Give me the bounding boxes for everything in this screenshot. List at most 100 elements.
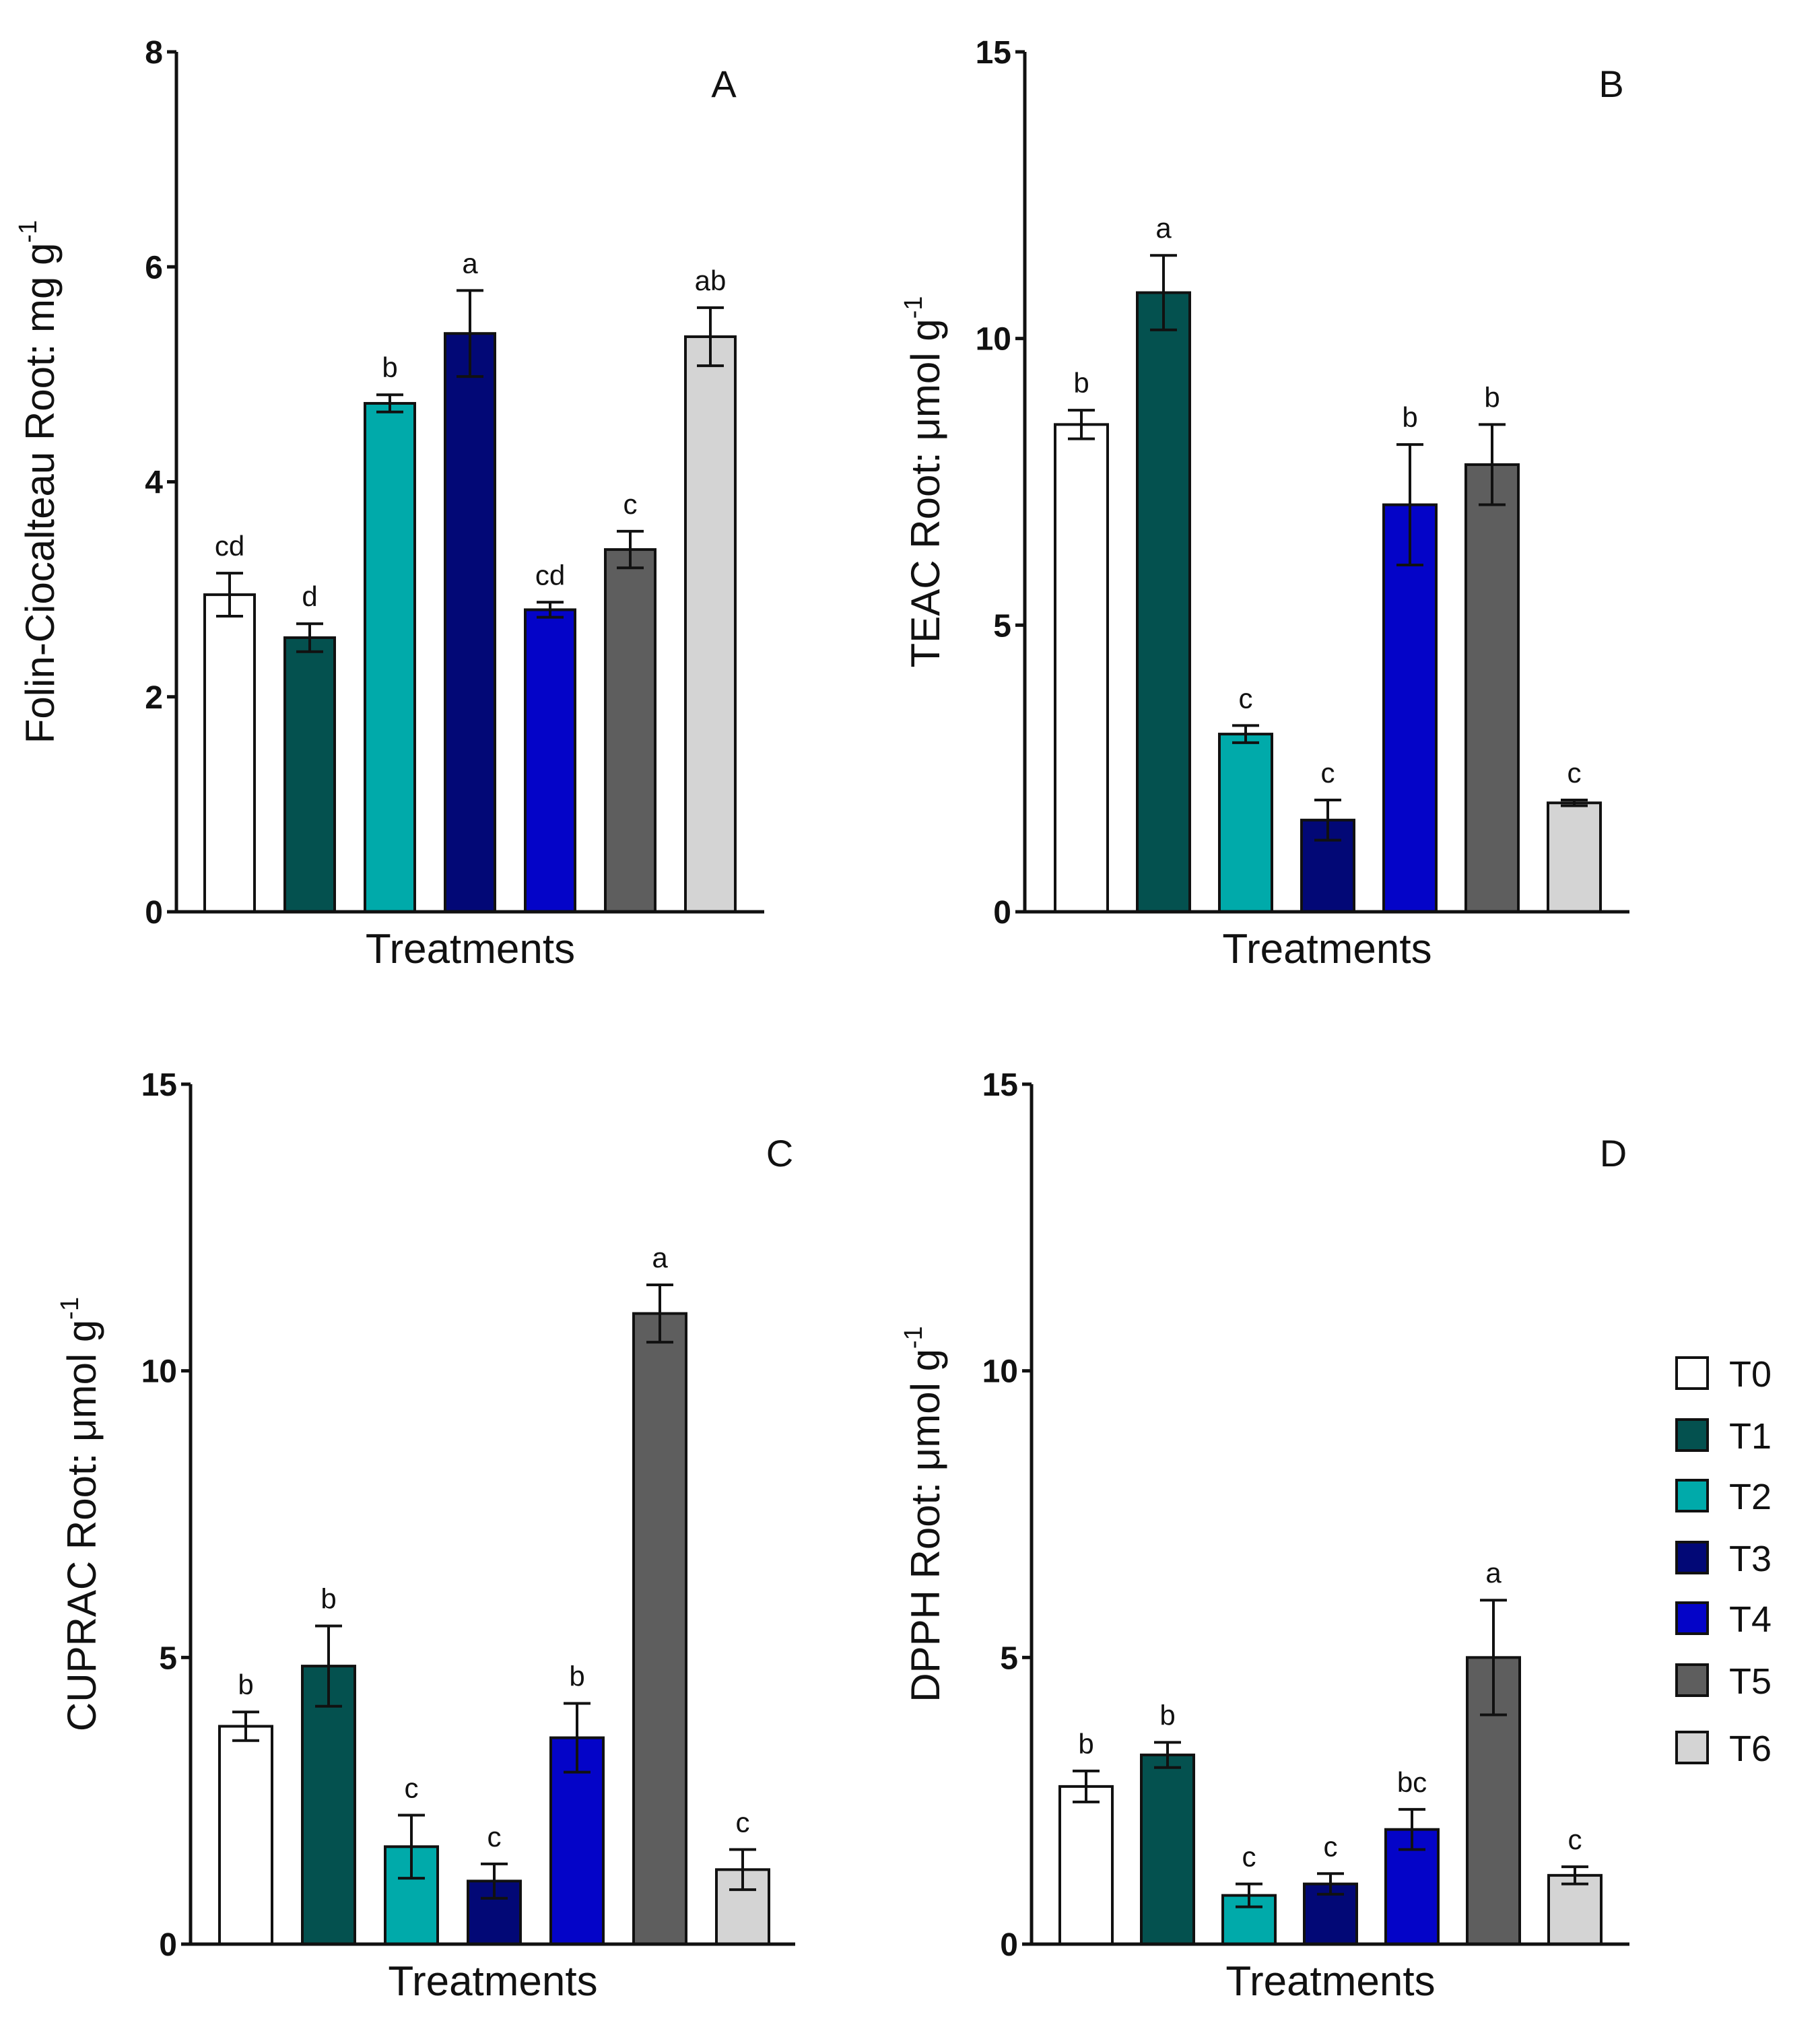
legend-swatch-t4	[1675, 1601, 1709, 1635]
error-bar-t3	[457, 289, 483, 378]
y-tick-label: 10	[982, 1354, 1018, 1390]
significance-letter: cd	[215, 530, 244, 562]
error-bar-t6	[697, 306, 724, 368]
legend-label-t2: T2	[1729, 1477, 1772, 1517]
error-bar-t2	[398, 1813, 425, 1880]
significance-letter: bc	[1397, 1766, 1427, 1798]
error-bar-t4	[537, 601, 564, 619]
error-bar-t5	[646, 1283, 673, 1344]
significance-letter: a	[462, 247, 478, 279]
error-bar-t3	[1314, 798, 1341, 842]
significance-letter: b	[1159, 1699, 1175, 1731]
error-bar-t5	[1479, 423, 1506, 506]
significance-letter: c	[1568, 1824, 1582, 1855]
y-tick-label: 2	[145, 680, 163, 716]
error-bar-t1	[1150, 254, 1177, 331]
significance-letter: b	[1073, 367, 1089, 399]
panel-b: b a c c b b c 0 5 10 15 Treatments TEAC Root: μmol g…	[900, 35, 1629, 972]
panel-letter: D	[1600, 1132, 1627, 1174]
x-axis-label: Treatments	[1225, 1958, 1435, 2005]
y-tick-label: 0	[159, 1927, 177, 1963]
error-bar-t2	[1232, 724, 1259, 744]
bar-t6	[1547, 801, 1602, 914]
bar-t6	[684, 335, 737, 914]
y-tick-label: 0	[1000, 1927, 1018, 1963]
significance-letter: c	[1568, 757, 1582, 789]
legend-label-t1: T1	[1729, 1416, 1772, 1457]
bar-t6	[1547, 1873, 1603, 1946]
x-axis-label: Treatments	[388, 1958, 597, 2005]
significance-letter: a	[1485, 1557, 1502, 1589]
y-tick-label: 0	[145, 895, 163, 931]
bar-t1	[301, 1665, 356, 1945]
panel-a: cd d b a cd c ab 0 2 4 6 8 Treatments Folin-Ciocaltea…	[14, 35, 764, 972]
significance-letter: b	[238, 1669, 253, 1700]
significance-letter: b	[569, 1660, 584, 1692]
error-bar-t4	[564, 1702, 591, 1774]
panel-letter: A	[711, 63, 737, 105]
legend-label-t5: T5	[1729, 1661, 1772, 1702]
significance-letter: c	[1242, 1841, 1256, 1873]
y-tick-label: 4	[145, 465, 163, 501]
error-bar-t1	[315, 1624, 342, 1708]
significance-letter: a	[652, 1242, 668, 1273]
panel-letter: B	[1598, 63, 1623, 105]
significance-letter: c	[623, 488, 638, 520]
y-tick-label: 15	[982, 1067, 1018, 1103]
significance-letter: a	[1155, 212, 1172, 244]
legend-swatch-t6	[1675, 1731, 1709, 1764]
significance-letter: c	[736, 1807, 750, 1838]
significance-letter: b	[1484, 381, 1499, 413]
x-axis-label: Treatments	[1222, 926, 1431, 972]
error-bar-t5	[1480, 1599, 1507, 1717]
error-bar-t0	[1073, 1769, 1100, 1803]
significance-letter: ab	[695, 265, 727, 296]
bar-t0	[218, 1725, 273, 1946]
y-axis-label: TEAC Root: μmol g-1	[900, 296, 948, 668]
error-bar-t0	[232, 1710, 259, 1742]
error-bar-t1	[1154, 1741, 1181, 1769]
bar-t2	[1218, 733, 1273, 913]
error-bar-t6	[729, 1848, 756, 1892]
error-bar-t2	[376, 393, 403, 413]
error-bar-t2	[1236, 1882, 1262, 1908]
significance-letter: b	[1078, 1728, 1093, 1760]
y-axis-label: CUPRAC Root: μmol g-1	[56, 1297, 104, 1731]
y-tick-label: 10	[141, 1354, 177, 1390]
y-tick-label: 8	[145, 35, 163, 71]
x-axis-label: Treatments	[366, 926, 575, 972]
bar-t1	[1136, 291, 1191, 913]
significance-letter: c	[1324, 1830, 1338, 1862]
y-tick-label: 5	[993, 608, 1011, 644]
bar-t1	[1140, 1754, 1195, 1946]
legend-swatch-t0	[1675, 1356, 1709, 1390]
bar-t4	[524, 608, 576, 913]
legend-label-t6: T6	[1729, 1729, 1772, 1769]
error-bar-t5	[617, 529, 644, 570]
bar-t0	[203, 593, 256, 913]
y-tick-label: 15	[141, 1067, 177, 1103]
legend-swatch-t2	[1675, 1479, 1709, 1512]
legend-label-t0: T0	[1729, 1354, 1772, 1395]
y-tick-label: 5	[1000, 1640, 1018, 1676]
significance-letter: c	[1239, 682, 1253, 714]
bar-t5	[604, 548, 656, 913]
error-bar-t3	[1317, 1872, 1344, 1896]
bar-t5	[1464, 463, 1520, 913]
legend-label-t3: T3	[1729, 1539, 1772, 1579]
legend-swatch-t1	[1675, 1418, 1709, 1452]
y-axis-label: Folin-Ciocalteau Root: mg g-1	[14, 220, 63, 743]
bar-t3	[444, 332, 496, 913]
error-bar-t1	[296, 622, 323, 653]
significance-letter: b	[382, 352, 397, 383]
legend-swatch-t3	[1675, 1541, 1709, 1574]
panel-letter: C	[766, 1132, 793, 1174]
significance-letter: c	[487, 1821, 502, 1853]
significance-letter: c	[405, 1772, 419, 1803]
error-bar-t0	[1068, 409, 1095, 440]
bar-t0	[1058, 1785, 1114, 1945]
error-bar-t6	[1561, 1865, 1588, 1886]
error-bar-t0	[216, 572, 243, 618]
